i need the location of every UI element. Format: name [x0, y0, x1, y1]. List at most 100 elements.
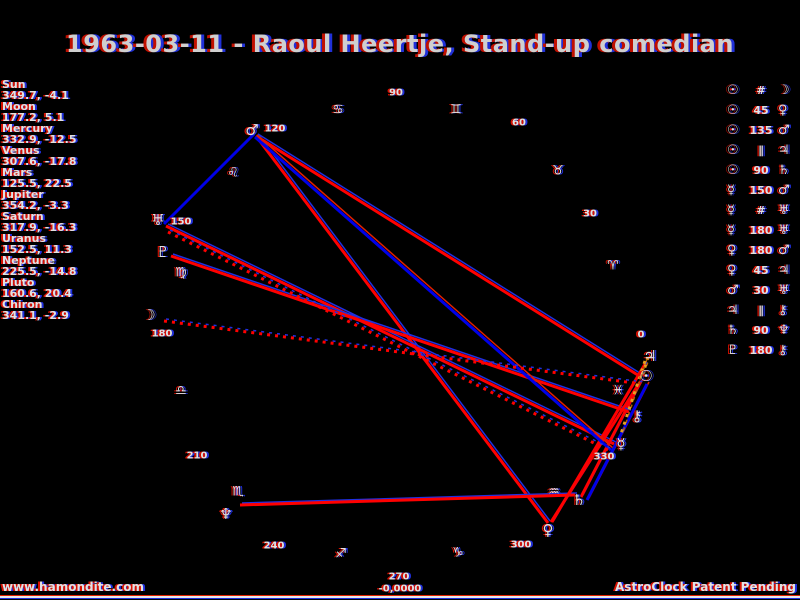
- aspect-symbol: #: [756, 203, 766, 217]
- aspect-list: ☉ # ☽ ☉ 45 ♀ ☉ 135 ♂ ☉ ∥ ♃ ☉ 90 ♄ ☿ 150 ♂ ☿ # ♅ ☿ 180 ♅ ♀ 180 ♂ ♀ 45…: [727, 80, 799, 360]
- sun-glyph: ☉: [727, 142, 739, 158]
- saturn-glyph: ♄: [778, 162, 790, 178]
- jupiter-planet-glyph: ♃: [643, 347, 657, 365]
- jupiter-glyph: ♃: [727, 302, 739, 318]
- mercury-glyph: ☿: [727, 202, 735, 218]
- ephemeris-body-name: Moon: [2, 100, 36, 113]
- cancer-sign-glyph: ♋: [332, 102, 344, 118]
- venus-opposition-mars-ghost: [257, 133, 551, 522]
- aspect-symbol: 45: [753, 103, 769, 117]
- ephemeris-body-value: 349.7, -4.1: [2, 89, 69, 102]
- jupiter-glyph: ♃: [778, 142, 790, 158]
- pluto-opposition-chiron-ghost: [172, 253, 632, 411]
- ephemeris-body-value: 341.1, -2.9: [2, 309, 69, 322]
- mars-glyph: ♂: [727, 282, 739, 298]
- venus-glyph: ♀: [727, 242, 737, 258]
- mars-planet-glyph: ♂: [245, 121, 259, 139]
- website-url: www.hamondite.com: [2, 580, 144, 594]
- mars-sesquiquadrate-sun-ghost: [257, 133, 644, 376]
- venus-opposition-mars: [254, 135, 550, 524]
- aspect-symbol: 135: [749, 123, 773, 137]
- ephemeris-body-name: Venus: [2, 144, 40, 157]
- aspect-symbol: 90: [753, 323, 769, 337]
- ephemeris-body-value: 152.5, 11.3: [2, 243, 72, 256]
- aspect-row: ♄ 90 ♆: [727, 320, 799, 340]
- jupiter-parallel-chiron: [618, 360, 647, 438]
- app-credit: AstroClock Patent Pending: [615, 580, 796, 594]
- aspect-symbol: 180: [749, 343, 773, 357]
- mars-glyph: ♂: [778, 242, 790, 258]
- pluto-opposition-chiron: [170, 254, 630, 414]
- aspect-symbol: 90: [753, 163, 769, 177]
- ephemeris-body-value: 125.5, 22.5: [2, 177, 72, 190]
- sun-glyph: ☉: [727, 82, 739, 98]
- degree-tick-90: 90: [389, 87, 403, 99]
- mercury-glyph: ☿: [727, 222, 735, 238]
- saturn-glyph: ♄: [727, 322, 739, 338]
- aspect-row: ☿ 180 ♅: [727, 220, 799, 240]
- aspect-row: ♇ 180 ⚷: [727, 340, 799, 360]
- mars-quincunx-mercury: [254, 135, 612, 452]
- leo-sign-glyph: ♌: [227, 165, 239, 181]
- ephemeris-body-name: Uranus: [2, 232, 46, 245]
- chiron-glyph: ⚷: [778, 302, 788, 318]
- uranus-contraparallel-mercury: [167, 230, 611, 453]
- aspect-row: ☿ 150 ♂: [727, 180, 799, 200]
- uranus-opposition-mercury-ghost: [167, 223, 617, 443]
- ephemeris-body-value: 317.9, -16.3: [2, 221, 77, 234]
- sun-saturn-anaglyph-twin: [585, 383, 649, 501]
- degree-tick-330: 330: [593, 451, 615, 463]
- uranus-planet-glyph: ♅: [151, 211, 165, 229]
- taurus-sign-glyph: ♉: [552, 163, 564, 179]
- degree-tick-180: 180: [151, 328, 173, 340]
- aspect-row: ☉ 90 ♄: [727, 160, 799, 180]
- moon-planet-glyph: ☽: [142, 306, 156, 324]
- aspect-symbol: 180: [749, 243, 773, 257]
- aspect-symbol: #: [756, 83, 766, 97]
- ephemeris-body-name: Neptune: [2, 254, 55, 267]
- bottom-frame-line: [0, 595, 800, 599]
- wheel-sub-label: -0,0000: [378, 583, 422, 595]
- mercury-glyph: ☿: [727, 182, 735, 198]
- degree-tick-0: 0: [637, 329, 645, 341]
- libra-sign-glyph: ♎: [175, 383, 187, 399]
- uranus-glyph: ♅: [778, 282, 790, 298]
- ephemeris-body-name: Mercury: [2, 122, 53, 135]
- uranus-contraparallel-mercury-ghost: [169, 229, 613, 450]
- chiron-planet-glyph: ⚷: [631, 407, 643, 425]
- aspect-symbol: ∥: [758, 143, 764, 157]
- sun-planet-glyph: ☉: [639, 367, 653, 385]
- degree-tick-60: 60: [512, 117, 526, 129]
- mercury-planet-glyph: ☿: [616, 435, 626, 453]
- venus-planet-glyph: ♀: [542, 521, 554, 539]
- sun-glyph: ☉: [727, 102, 739, 118]
- sagittarius-sign-glyph: ♐: [335, 546, 347, 562]
- uranus-glyph: ♅: [778, 222, 790, 238]
- ephemeris-body-value: 177.2, 5.1: [2, 111, 65, 124]
- aspect-row: ☉ 135 ♂: [727, 120, 799, 140]
- sun-glyph: ☉: [727, 162, 739, 178]
- gemini-sign-glyph: ♊: [450, 102, 462, 118]
- degree-tick-150: 150: [170, 216, 192, 228]
- degree-tick-210: 210: [186, 450, 208, 462]
- ephemeris-body-name: Chiron: [2, 298, 43, 311]
- chiron-glyph: ⚷: [778, 342, 788, 358]
- pluto-glyph: ♇: [727, 342, 739, 358]
- aspect-row: ♂ 30 ♅: [727, 280, 799, 300]
- aspect-row: ☉ 45 ♀: [727, 100, 799, 120]
- neptune-square-saturn: [239, 493, 576, 507]
- neptune-square-saturn-ghost: [241, 492, 578, 504]
- mars-glyph: ♂: [778, 122, 790, 138]
- ephemeris-body-value: 354.2, -3.3: [2, 199, 69, 212]
- mars-glyph: ♂: [778, 182, 790, 198]
- sun-glyph: ☉: [727, 122, 739, 138]
- chart-title: 1963-03-11 - Raoul Heertje, Stand-up com…: [66, 30, 734, 58]
- capricorn-sign-glyph: ♑: [452, 545, 464, 561]
- ephemeris-body-name: Jupiter: [2, 188, 44, 201]
- uranus-opposition-mercury: [165, 224, 615, 446]
- venus-glyph: ♀: [727, 262, 737, 278]
- planet-ephemeris-list: Sun 349.7, -4.1 Moon 177.2, 5.1 Mercury 332.9…: [2, 79, 112, 321]
- aspect-row: ♀ 45 ♃: [727, 260, 799, 280]
